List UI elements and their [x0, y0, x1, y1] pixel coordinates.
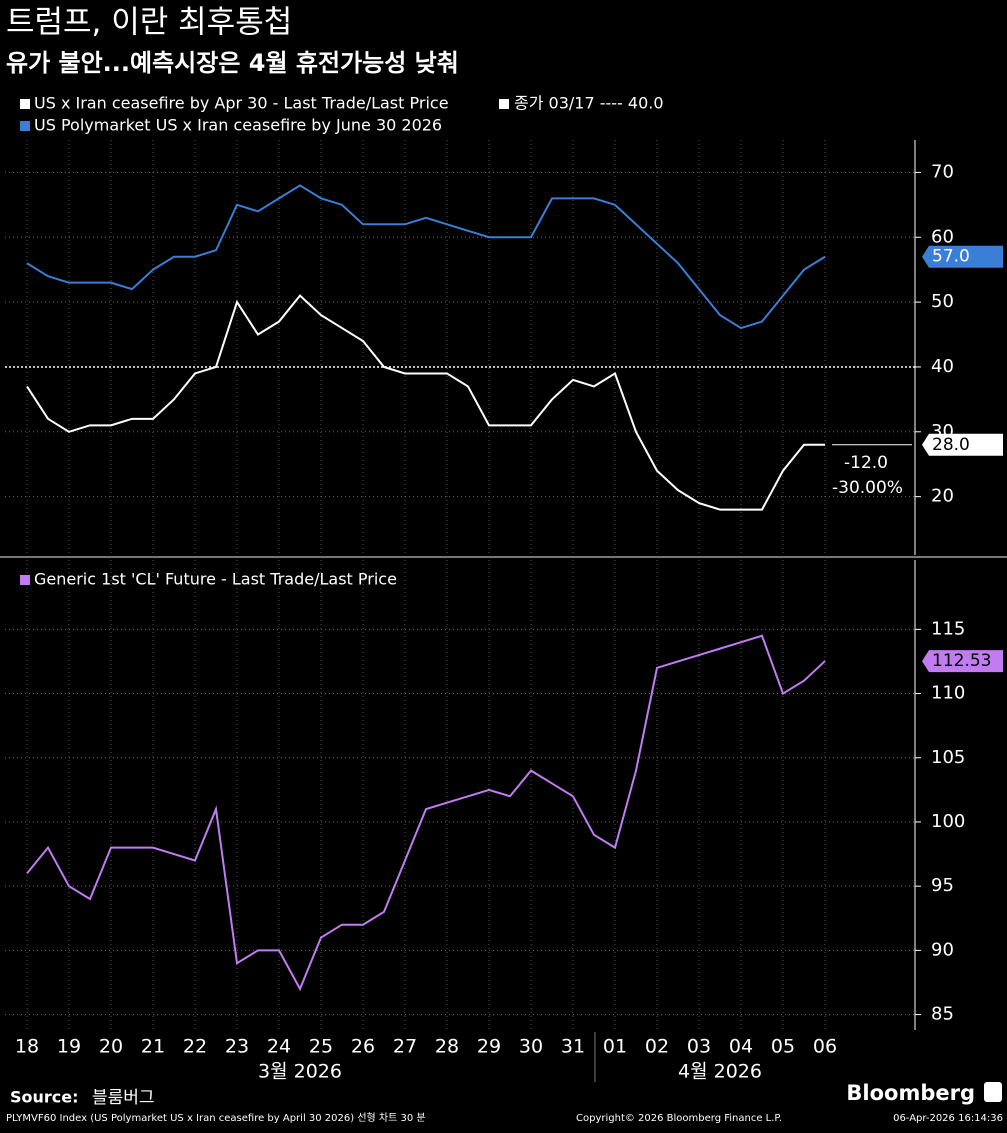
x-tick-label: 21 — [141, 1036, 165, 1058]
brand-icon — [984, 1082, 1002, 1102]
x-tick-label: 25 — [309, 1036, 333, 1058]
series-line — [26, 294, 825, 511]
x-tick-label: 18 — [15, 1036, 39, 1058]
series-line — [26, 634, 826, 992]
legend-label: US x Iran ceasefire by Apr 30 - Last Tra… — [34, 94, 449, 113]
last-value-label: 112.53 — [932, 651, 991, 671]
legend-swatch — [20, 575, 30, 585]
y-tick-label: 70 — [931, 161, 954, 182]
x-group-label: 3월 2026 — [258, 1061, 342, 1083]
last-value-label: 57.0 — [932, 247, 970, 267]
last-value-badge — [922, 650, 1003, 673]
x-tick-label: 04 — [729, 1036, 753, 1058]
title: 트럼프, 이란 최후통첩 — [6, 5, 292, 41]
x-tick-label: 31 — [561, 1036, 585, 1058]
x-tick-label: 26 — [351, 1036, 375, 1058]
y-tick-label: 50 — [931, 291, 954, 312]
change-annotation: -12.0 — [844, 453, 888, 473]
last-value-badge — [922, 245, 1003, 268]
x-tick-label: 02 — [645, 1036, 669, 1058]
legend-swatch — [20, 121, 30, 131]
x-tick-label: 30 — [519, 1036, 543, 1058]
description: PLYMVF60 Index (US Polymarket US x Iran … — [6, 1112, 426, 1124]
x-tick-label: 24 — [267, 1036, 291, 1058]
series-line — [26, 184, 826, 330]
y-tick-label: 110 — [931, 683, 965, 704]
copyright: Copyright© 2026 Bloomberg Finance L.P. — [576, 1113, 782, 1124]
x-tick-label: 22 — [183, 1036, 207, 1058]
x-tick-label: 03 — [687, 1036, 711, 1058]
x-tick-label: 01 — [603, 1036, 627, 1058]
source-label: Source: — [10, 1088, 79, 1107]
x-tick-label: 20 — [99, 1036, 123, 1058]
timestamp: 06-Apr-2026 16:14:36 — [893, 1113, 1003, 1124]
y-tick-label: 105 — [931, 747, 965, 768]
y-tick-label: 60 — [931, 226, 954, 247]
y-tick-label: 20 — [931, 486, 954, 507]
x-tick-label: 19 — [57, 1036, 81, 1058]
x-tick-label: 23 — [225, 1036, 249, 1058]
legend-swatch — [20, 99, 30, 109]
x-tick-label: 05 — [771, 1036, 795, 1058]
y-tick-label: 115 — [931, 618, 965, 639]
legend-label: US Polymarket US x Iran ceasefire by Jun… — [34, 116, 442, 135]
y-tick-label: 95 — [931, 875, 954, 896]
y-tick-label: 100 — [931, 811, 965, 832]
change-annotation: -30.00% — [832, 478, 903, 498]
y-tick-label: 40 — [931, 356, 954, 377]
subtitle: 유가 불안...예측시장은 4월 휴전가능성 낮춰 — [6, 49, 459, 77]
x-tick-label: 28 — [435, 1036, 459, 1058]
y-tick-label: 90 — [931, 939, 954, 960]
x-tick-label: 27 — [393, 1036, 417, 1058]
source: 블룸버그 — [92, 1088, 155, 1108]
brand: Bloomberg — [846, 1081, 975, 1105]
last-value-badge — [922, 433, 1003, 456]
reference-label: 종가 03/17 ---- 40.0 — [514, 94, 664, 113]
x-group-label: 4월 2026 — [678, 1061, 762, 1083]
y-tick-label: 85 — [931, 1004, 954, 1025]
x-tick-label: 29 — [477, 1036, 501, 1058]
last-value-label: 28.0 — [932, 435, 970, 455]
legend-swatch — [499, 99, 509, 109]
legend-label: Generic 1st 'CL' Future - Last Trade/Las… — [34, 570, 397, 589]
x-tick-label: 06 — [813, 1036, 837, 1058]
